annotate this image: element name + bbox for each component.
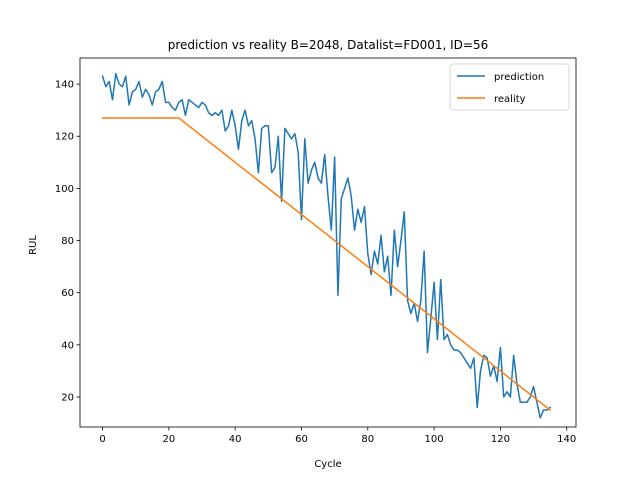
- x-tick-label: 100: [425, 434, 444, 445]
- x-tick-label: 80: [361, 434, 374, 445]
- x-tick-label: 0: [99, 434, 105, 445]
- x-tick-label: 20: [162, 434, 175, 445]
- series-line-reality: [101, 117, 552, 412]
- chart-title: prediction vs reality B=2048, Datalist=F…: [168, 38, 488, 52]
- legend-label-reality: reality: [494, 94, 526, 105]
- legend-label-prediction: prediction: [494, 72, 544, 83]
- x-axis-label: Cycle: [314, 459, 341, 470]
- series-layer: [101, 72, 552, 419]
- axes-frame: [79, 57, 577, 428]
- series-line-prediction: [101, 72, 552, 419]
- x-tick-label: 140: [557, 434, 576, 445]
- y-tick-label: 60: [61, 288, 74, 299]
- axes-layer: 0 20 40 60 80 100 120 140 20 40 60 80 100 120 140: [55, 57, 577, 445]
- x-tick-label: 40: [229, 434, 242, 445]
- x-tick-label: 120: [491, 434, 510, 445]
- y-tick-label: 20: [61, 393, 74, 404]
- y-tick-label: 100: [55, 184, 74, 195]
- y-tick-label: 140: [55, 80, 74, 91]
- y-tick-label: 40: [61, 340, 74, 351]
- legend: prediction reality: [449, 63, 570, 111]
- y-tick-label: 80: [61, 236, 74, 247]
- x-tick-label: 60: [295, 434, 308, 445]
- y-tick-label: 120: [55, 132, 74, 143]
- y-axis-label: RUL: [28, 235, 39, 255]
